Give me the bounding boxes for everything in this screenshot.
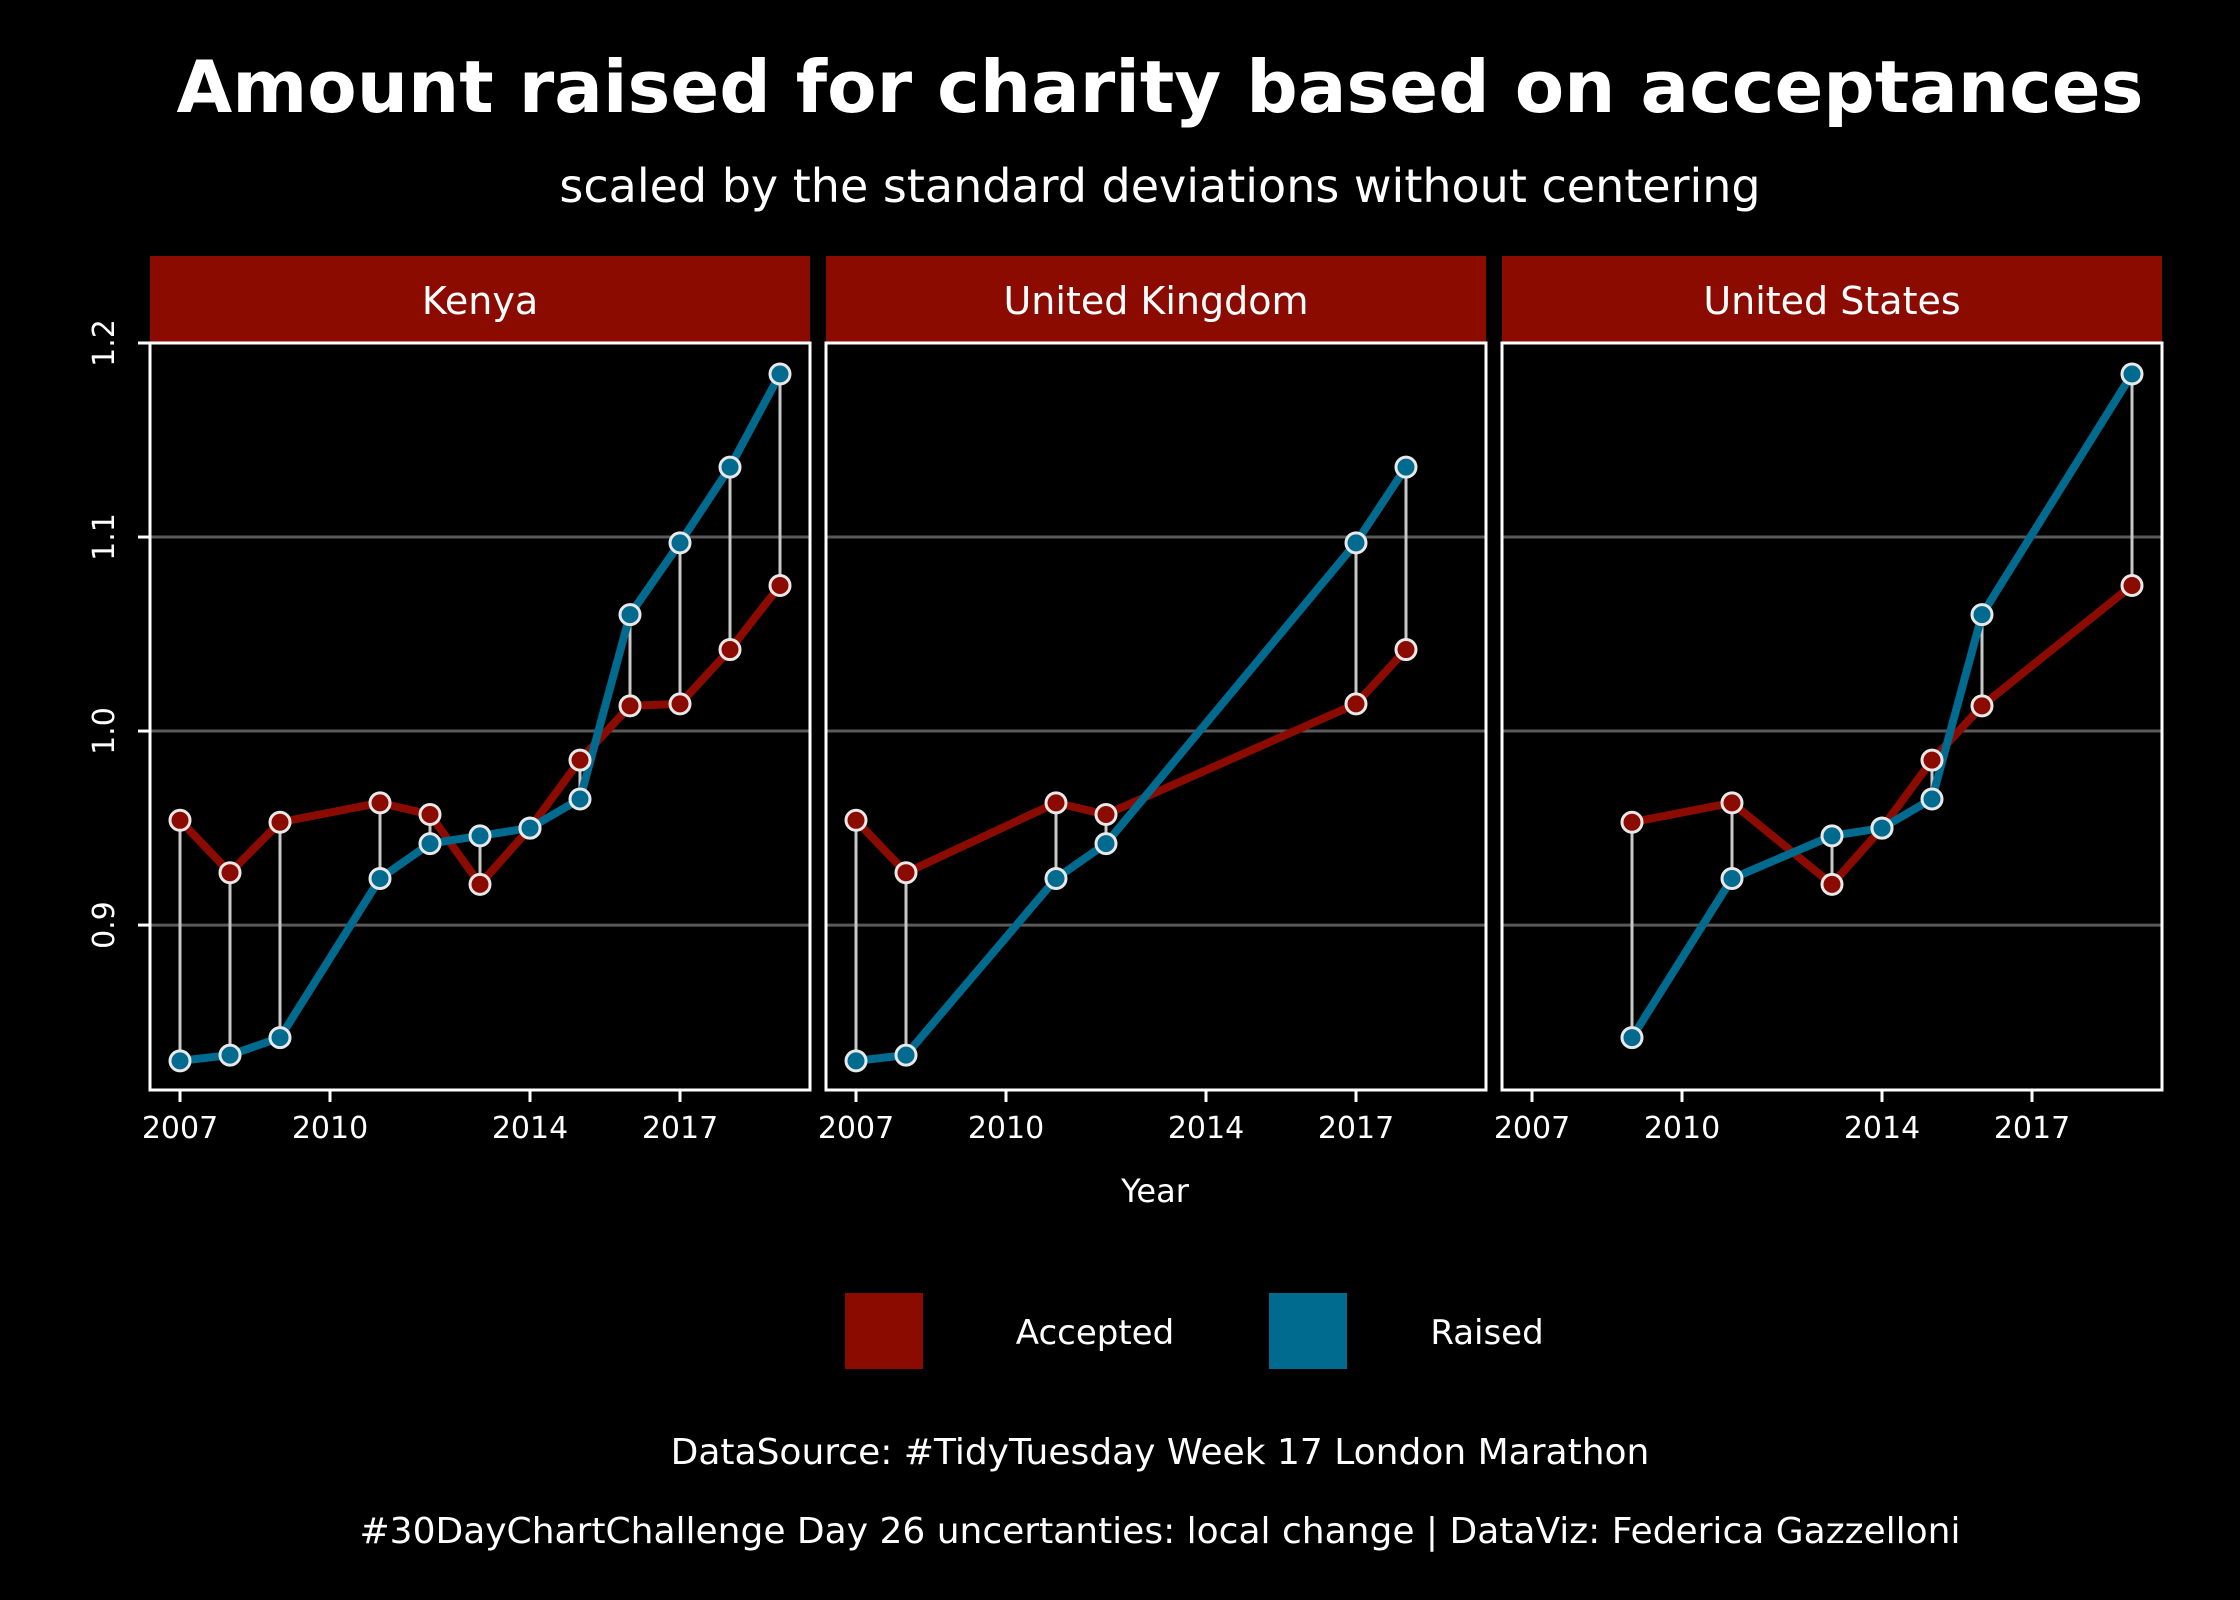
legend-label-accepted: Accepted [1016, 1313, 1174, 1353]
y-tick-label: 1.1 [87, 513, 122, 561]
y-tick-label: 1.2 [87, 319, 122, 367]
point-raised [268, 1026, 292, 1050]
chart-title: Amount raised for charity based on accep… [177, 45, 2144, 129]
point-accepted [1720, 791, 1744, 815]
point-raised [368, 867, 392, 891]
point-accepted [418, 802, 442, 826]
point-raised [568, 787, 592, 811]
legend-swatch-raised [1269, 1293, 1347, 1369]
point-accepted [844, 808, 868, 832]
facet-kenya: Kenya 2007 2010 2014 2017 0.9 1.0 1.1 1.2 [87, 256, 812, 1146]
point-accepted [1394, 638, 1418, 662]
facet-label: Kenya [422, 279, 538, 323]
point-accepted [218, 861, 242, 885]
point-accepted [1094, 802, 1118, 826]
point-accepted [568, 748, 592, 772]
point-raised [1044, 867, 1068, 891]
point-raised [844, 1049, 868, 1073]
point-raised [1920, 787, 1944, 811]
x-tick-label: 2014 [1168, 1111, 1244, 1146]
point-raised [1620, 1026, 1644, 1050]
x-axis-title: Year [1120, 1172, 1190, 1210]
point-raised [218, 1043, 242, 1067]
facet-strip [1502, 256, 2162, 343]
legend: Accepted Raised [845, 1293, 1544, 1369]
series-line-accepted [176, 581, 784, 889]
point-accepted [618, 694, 642, 718]
caption-datasource: DataSource: #TidyTuesday Week 17 London … [671, 1432, 1650, 1473]
y-tick-label: 1.0 [87, 707, 122, 755]
point-accepted [2120, 574, 2144, 598]
series-line-accepted [852, 645, 1410, 877]
point-raised [768, 362, 792, 386]
facet-strip [826, 256, 1486, 343]
facet-united-states: United States 2007 2010 2014 2017 [1494, 256, 2164, 1146]
point-raised [1970, 603, 1994, 627]
legend-swatch-accepted [845, 1293, 923, 1369]
point-raised [618, 603, 642, 627]
facet-panels: Kenya 2007 2010 2014 2017 0.9 1.0 1.1 1.2 United … [87, 256, 2164, 1146]
x-tick-label: 2007 [1494, 1111, 1570, 1146]
x-tick-label: 2017 [1994, 1111, 2070, 1146]
y-tick-label: 0.9 [87, 901, 122, 949]
facet-strip [150, 256, 810, 343]
point-accepted [368, 791, 392, 815]
point-accepted [894, 861, 918, 885]
facet-united-kingdom: United Kingdom 2007 2010 2014 2017 [818, 256, 1488, 1146]
point-raised [1344, 531, 1368, 555]
point-raised [668, 531, 692, 555]
panel-background [150, 343, 810, 1090]
point-raised [1870, 816, 1894, 840]
point-accepted [668, 692, 692, 716]
facet-label: United States [1703, 279, 1960, 323]
chart-subtitle: scaled by the standard deviations withou… [559, 159, 1760, 213]
point-accepted [1920, 748, 1944, 772]
point-raised [894, 1043, 918, 1067]
point-raised [168, 1049, 192, 1073]
x-tick-label: 2017 [1318, 1111, 1394, 1146]
panel-border [1500, 341, 2164, 1092]
point-accepted [1970, 694, 1994, 718]
point-raised [1820, 824, 1844, 848]
point-accepted [168, 808, 192, 832]
point-accepted [468, 872, 492, 896]
point-raised [718, 455, 742, 479]
point-accepted [1820, 872, 1844, 896]
point-raised [2120, 362, 2144, 386]
x-tick-label: 2010 [1644, 1111, 1720, 1146]
panel-background [826, 343, 1486, 1090]
x-tick-label: 2017 [642, 1111, 718, 1146]
panel-border [148, 341, 812, 1092]
x-tick-label: 2014 [1844, 1111, 1920, 1146]
point-accepted [1620, 810, 1644, 834]
point-raised [418, 832, 442, 856]
point-raised [1720, 867, 1744, 891]
panel-border [824, 341, 1488, 1092]
x-tick-label: 2007 [818, 1111, 894, 1146]
point-accepted [1344, 692, 1368, 716]
point-accepted [1044, 791, 1068, 815]
point-raised [1094, 832, 1118, 856]
point-raised [468, 824, 492, 848]
point-raised [518, 816, 542, 840]
point-accepted [718, 638, 742, 662]
point-accepted [768, 574, 792, 598]
x-tick-label: 2007 [142, 1111, 218, 1146]
point-accepted [268, 810, 292, 834]
x-tick-label: 2014 [492, 1111, 568, 1146]
point-raised [1394, 455, 1418, 479]
panel-background [1502, 343, 2162, 1090]
facet-label: United Kingdom [1003, 279, 1308, 323]
caption-credits: #30DayChartChallenge Day 26 uncertanties… [360, 1511, 1961, 1552]
x-tick-label: 2010 [968, 1111, 1044, 1146]
x-tick-label: 2010 [292, 1111, 368, 1146]
legend-label-raised: Raised [1430, 1313, 1543, 1353]
